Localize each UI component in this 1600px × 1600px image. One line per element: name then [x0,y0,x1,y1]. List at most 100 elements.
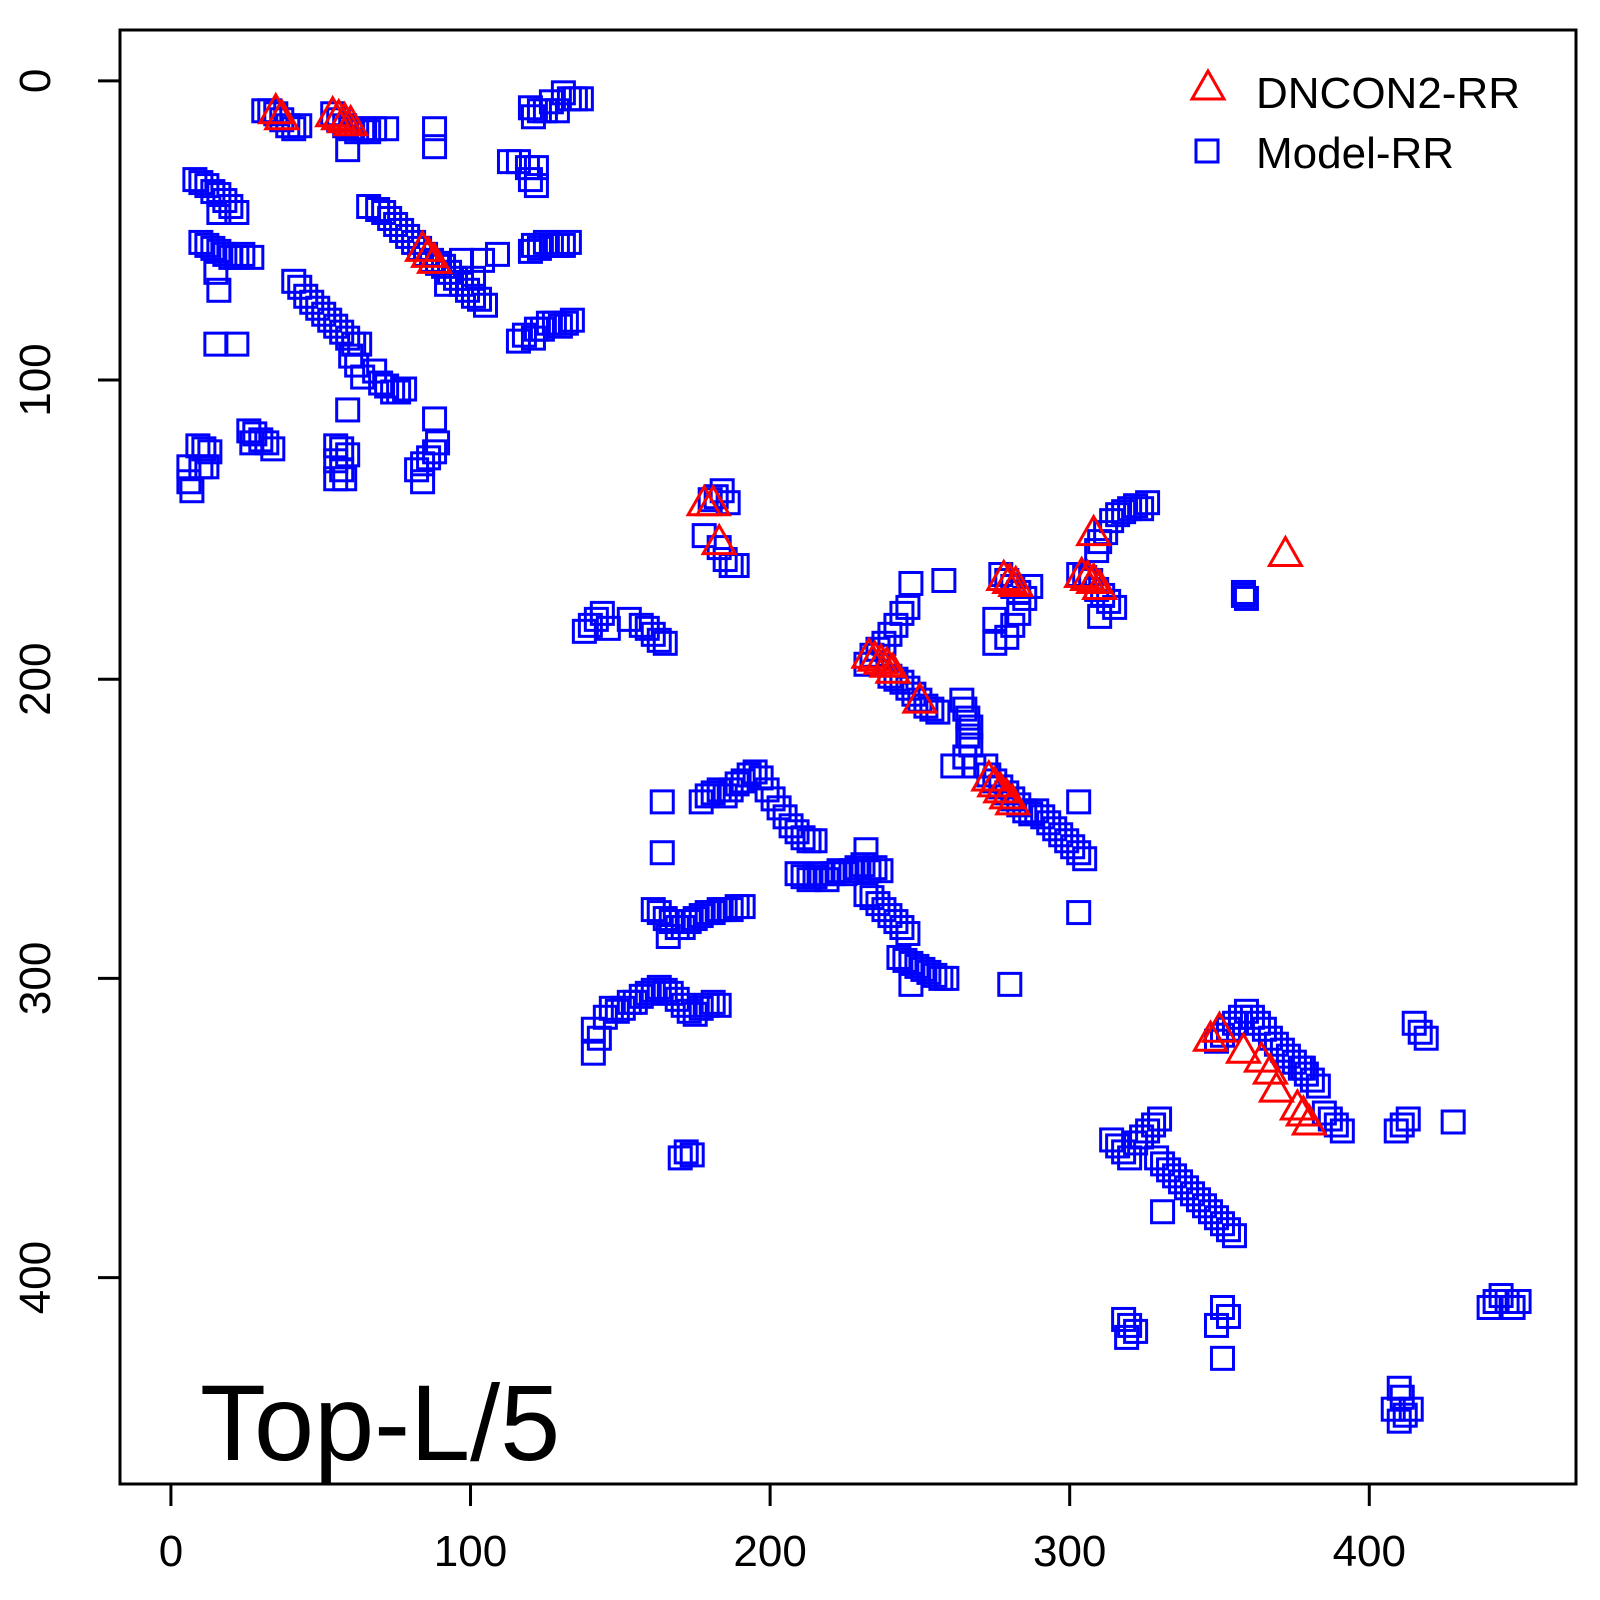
model-rr-point [523,155,549,181]
model-rr-point [952,696,978,722]
dncon2-rr-point [403,229,442,262]
legend-label-dncon2-rr: DNCON2-RR [1256,69,1520,118]
model-rr-point [700,989,726,1015]
dncon2-rr-point [901,681,939,714]
dncon2-rr-point [257,91,295,125]
model-rr-point [667,1145,693,1171]
y-tick-label: 0 [11,69,60,93]
model-rr-point [416,445,442,471]
model-rr-point [422,439,448,465]
model-rr-point [523,173,549,199]
y-tick-label: 400 [11,1241,60,1314]
model-rr-point [895,594,921,620]
model-rr-point [949,687,975,713]
dncon2-rr-point [994,782,1032,816]
dncon2-rr-point [997,564,1035,597]
dncon2-rr-point [409,235,448,268]
model-rr-point [889,915,915,941]
model-rr-point [332,466,358,492]
model-rr-point [646,627,672,653]
model-rr-point [895,921,921,947]
points-layer [176,80,1532,1434]
model-rr-point [1440,1109,1466,1135]
dncon2-rr-point [1200,1010,1239,1043]
dncon2-rr-point [982,770,1020,804]
model-rr-point [862,855,888,881]
model-rr-point [335,397,361,423]
model-rr-point [1233,585,1259,611]
legend: DNCON2-RR Model-RR [1189,67,1520,178]
dncon2-rr-point [1224,1031,1263,1064]
model-rr-point [1135,490,1161,516]
model-rr-point [1209,1345,1235,1371]
axes-layer: 0 100 200 300 400 0 100 200 300 400 [11,28,1578,1576]
model-rr-point [230,241,256,267]
model-rr-point [179,478,205,504]
model-rr-point [335,137,361,163]
model-rr-point [649,789,675,815]
model-rr-point [1398,1396,1424,1422]
model-rr-point [730,894,756,920]
model-rr-point [1066,900,1092,926]
dncon2-rr-point [976,764,1014,798]
model-rr-point [1392,1402,1418,1428]
model-rr-point [329,457,355,483]
model-rr-point [449,247,475,273]
model-rr-point [940,753,966,779]
model-rr-point [568,86,594,112]
dncon2-rr-point [326,100,364,134]
dncon2-rr-point [332,103,370,137]
model-rr-point [203,331,229,357]
model-rr-point [392,376,418,402]
model-rr-point [553,310,579,336]
model-rr-point [997,971,1023,997]
model-rr-point [1407,1019,1433,1045]
model-rr-point [550,232,576,258]
model-rr-point [580,1040,606,1066]
model-rr-point [853,837,879,863]
model-rr-point [898,570,924,596]
model-rr-point [422,134,448,160]
model-rr-point [1087,603,1113,629]
model-rr-point [652,630,678,656]
dncon2-rr-point [700,522,738,556]
model-rr-point [1221,1223,1247,1249]
model-rr-point [1413,1025,1439,1051]
model-rr-point [176,454,202,480]
model-rr-point [706,992,732,1018]
model-rr-point [586,1025,612,1051]
dncon2-rr-point [874,651,912,684]
model-rr-point [1215,1217,1241,1243]
model-rr-point [520,325,546,351]
y-tick-label: 300 [11,942,60,1015]
dncon2-rr-point [1290,1102,1328,1136]
model-rr-point [1066,840,1092,866]
model-rr-point [649,840,675,866]
dncon2-rr-point [988,776,1026,810]
model-rr-point [958,714,984,740]
model-rr-point [1395,1106,1421,1132]
dncon2-rr-point [1191,1019,1230,1052]
model-rr-point [323,448,349,474]
model-rr-point [1066,789,1092,815]
dncon2-rr-point [415,241,454,274]
model-rr-point [1389,1112,1415,1138]
model-rr-point [1129,496,1155,522]
model-rr-point [1209,1294,1235,1320]
model-rr-point [1305,1073,1331,1099]
y-tick-label: 200 [11,643,60,716]
legend-triangle-icon [1189,67,1227,101]
model-rr-point [386,379,412,405]
model-rr-point [589,600,615,626]
model-rr-point [868,858,894,884]
model-rr-point [559,307,585,333]
model-rr-point [374,116,400,142]
model-rr-point [1084,538,1110,564]
dncon2-rr-point [1075,561,1113,594]
model-rr-point [1230,582,1256,608]
model-rr-point [973,753,999,779]
model-rr-point [919,696,945,722]
series-dncon2-rr [257,91,1328,1136]
model-rr-point [194,454,220,480]
model-rr-point [931,567,957,593]
